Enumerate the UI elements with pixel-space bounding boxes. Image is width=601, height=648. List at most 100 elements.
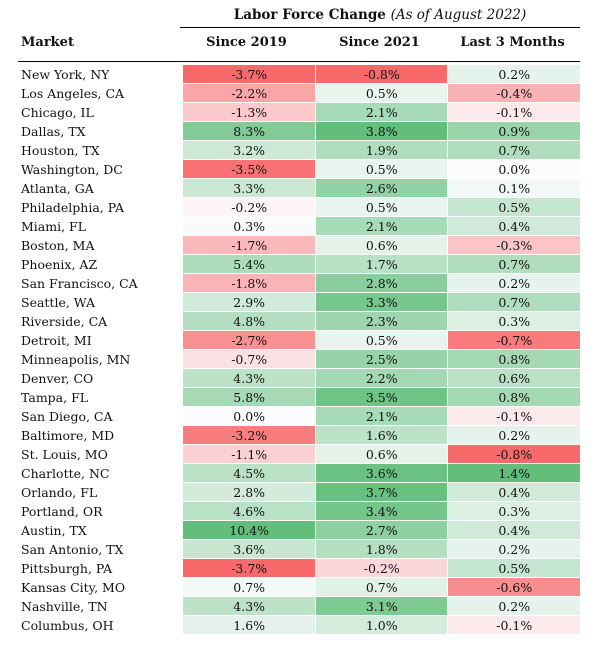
market-name: Los Angeles, CA [21, 86, 125, 101]
table-row: San Antonio, TX 3.6% 1.8% 0.2% [18, 540, 581, 559]
since-2019-cell: -1.3% [183, 103, 315, 122]
since-2019-cell: -2.2% [183, 84, 315, 103]
table-body: New York, NY -3.7% -0.8% 0.2% Los Angeles, C… [18, 65, 581, 635]
last-3-months-cell: 0.3% [448, 312, 581, 331]
since-2021-cell: 2.1% [315, 217, 448, 236]
last-3-months-cell: 0.2% [448, 426, 581, 445]
market-name: St. Louis, MO [21, 447, 108, 462]
since-2021-cell: 2.1% [315, 407, 448, 426]
table-row: Denver, CO 4.3% 2.2% 0.6% [18, 369, 581, 388]
table-row: Austin, TX 10.4% 2.7% 0.4% [18, 521, 581, 540]
since-2021-cell: 0.5% [315, 160, 448, 179]
last-3-months-cell: 0.8% [448, 350, 581, 369]
since-2019-cell: 5.4% [183, 255, 315, 274]
since-2021-cell: 2.1% [315, 103, 448, 122]
market-name: San Diego, CA [21, 409, 113, 424]
since-2019-cell: 4.3% [183, 597, 315, 616]
market-name: San Antonio, TX [21, 542, 124, 557]
table-row: Columbus, OH 1.6% 1.0% -0.1% [18, 616, 581, 635]
last-3-months-cell: -0.1% [448, 407, 581, 426]
since-2021-cell: 2.3% [315, 312, 448, 331]
market-name: Denver, CO [21, 371, 94, 386]
since-2019-cell: 0.0% [183, 407, 315, 426]
last-3-months-cell: -0.1% [448, 616, 581, 635]
last-3-months-cell: 0.2% [448, 597, 581, 616]
table-row: Kansas City, MO 0.7% 0.7% -0.6% [18, 578, 581, 597]
last-3-months-cell: 0.7% [448, 141, 581, 160]
table-title: Labor Force Change (As of August 2022) [180, 7, 580, 27]
since-2021-cell: 0.6% [315, 236, 448, 255]
since-2019-cell: 2.9% [183, 293, 315, 312]
table-row: Baltimore, MD -3.2% 1.6% 0.2% [18, 426, 581, 445]
table-row: San Diego, CA 0.0% 2.1% -0.1% [18, 407, 581, 426]
market-name: Charlotte, NC [21, 466, 110, 481]
since-2019-cell: -3.2% [183, 426, 315, 445]
since-2019-cell: 3.6% [183, 540, 315, 559]
since-2019-cell: 0.3% [183, 217, 315, 236]
market-name: Baltimore, MD [21, 428, 115, 443]
table-row: Minneapolis, MN -0.7% 2.5% 0.8% [18, 350, 581, 369]
table-row: Pittsburgh, PA -3.7% -0.2% 0.5% [18, 559, 581, 578]
title-rule [180, 27, 580, 28]
last-3-months-cell: 0.9% [448, 122, 581, 141]
since-2019-cell: -1.8% [183, 274, 315, 293]
since-2021-cell: 0.5% [315, 198, 448, 217]
since-2019-cell: 4.3% [183, 369, 315, 388]
last-3-months-cell: -0.8% [448, 445, 581, 464]
since-2019-cell: 1.6% [183, 616, 315, 635]
since-2019-cell: -3.5% [183, 160, 315, 179]
market-name: Philadelphia, PA [21, 200, 125, 215]
market-name: Houston, TX [21, 143, 100, 158]
since-2021-cell: 3.4% [315, 502, 448, 521]
last-3-months-cell: 0.2% [448, 274, 581, 293]
table-row: Seattle, WA 2.9% 3.3% 0.7% [18, 293, 581, 312]
market-name: San Francisco, CA [21, 276, 138, 291]
last-3-months-cell: -0.6% [448, 578, 581, 597]
since-2019-cell: 4.8% [183, 312, 315, 331]
market-name: Portland, OR [21, 504, 103, 519]
title-text: Labor Force Change [233, 7, 386, 23]
since-2021-cell: 1.6% [315, 426, 448, 445]
last-3-months-cell: 0.6% [448, 369, 581, 388]
since-2019-cell: -0.7% [183, 350, 315, 369]
column-header-market: Market [21, 35, 74, 50]
last-3-months-cell: 0.5% [448, 559, 581, 578]
market-name: Miami, FL [21, 219, 87, 234]
since-2021-cell: 1.7% [315, 255, 448, 274]
last-3-months-cell: 0.1% [448, 179, 581, 198]
column-header-since-2021: Since 2021 [339, 35, 420, 50]
last-3-months-cell: -0.1% [448, 103, 581, 122]
market-name: Kansas City, MO [21, 580, 126, 595]
since-2021-cell: 1.0% [315, 616, 448, 635]
column-header-last-3-months: Last 3 Months [460, 35, 565, 50]
table-row: Chicago, IL -1.3% 2.1% -0.1% [18, 103, 581, 122]
table-row: Los Angeles, CA -2.2% 0.5% -0.4% [18, 84, 581, 103]
last-3-months-cell: 0.2% [448, 65, 581, 84]
last-3-months-cell: 0.7% [448, 293, 581, 312]
table-row: Orlando, FL 2.8% 3.7% 0.4% [18, 483, 581, 502]
table-row: Dallas, TX 8.3% 3.8% 0.9% [18, 122, 581, 141]
market-name: Atlanta, GA [21, 181, 94, 196]
since-2021-cell: 3.5% [315, 388, 448, 407]
table-row: Tampa, FL 5.8% 3.5% 0.8% [18, 388, 581, 407]
since-2019-cell: -3.7% [183, 65, 315, 84]
last-3-months-cell: 0.4% [448, 521, 581, 540]
since-2021-cell: 1.9% [315, 141, 448, 160]
since-2019-cell: 8.3% [183, 122, 315, 141]
table-row: St. Louis, MO -1.1% 0.6% -0.8% [18, 445, 581, 464]
since-2021-cell: 3.6% [315, 464, 448, 483]
market-name: Austin, TX [21, 523, 87, 538]
market-name: Detroit, MI [21, 333, 92, 348]
table-row: New York, NY -3.7% -0.8% 0.2% [18, 65, 581, 84]
title-note: (As of August 2022) [390, 7, 527, 23]
since-2021-cell: -0.2% [315, 559, 448, 578]
since-2019-cell: -1.7% [183, 236, 315, 255]
since-2019-cell: 3.2% [183, 141, 315, 160]
last-3-months-cell: -0.3% [448, 236, 581, 255]
table-row: Charlotte, NC 4.5% 3.6% 1.4% [18, 464, 581, 483]
since-2019-cell: 0.7% [183, 578, 315, 597]
since-2021-cell: 3.8% [315, 122, 448, 141]
market-name: Boston, MA [21, 238, 95, 253]
table-row: Philadelphia, PA -0.2% 0.5% 0.5% [18, 198, 581, 217]
